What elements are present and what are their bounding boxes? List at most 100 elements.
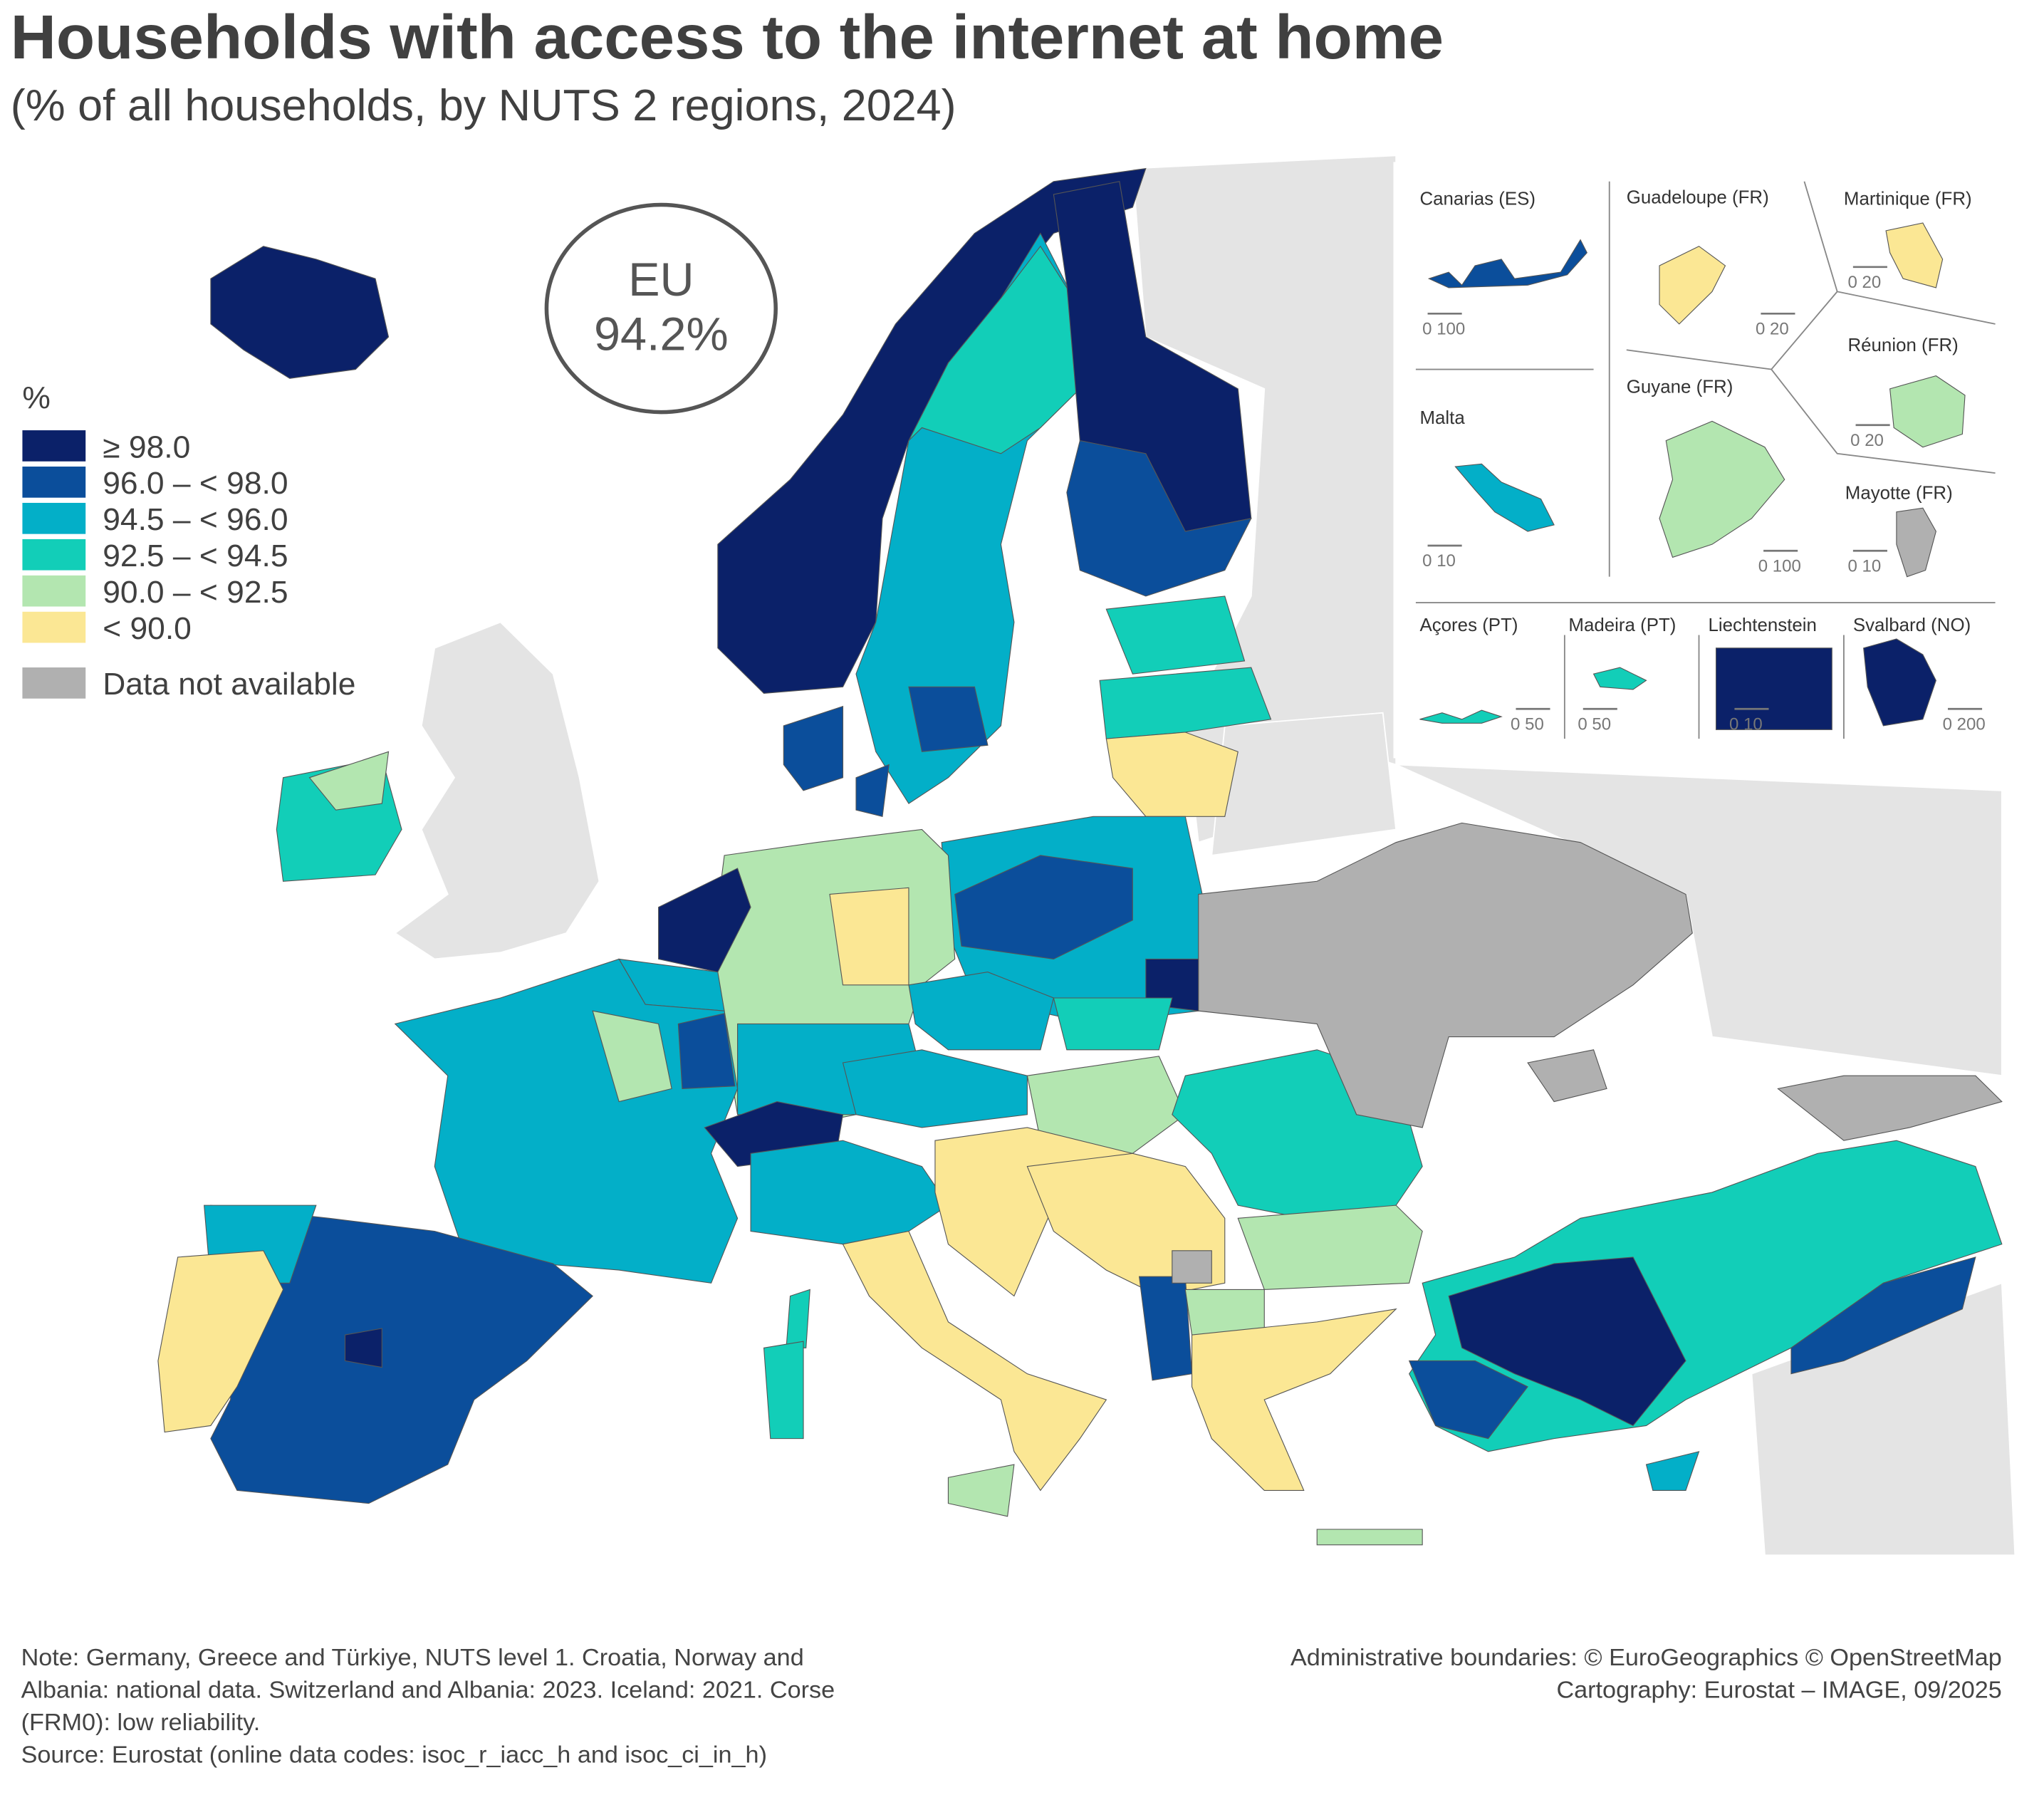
madrid	[344, 1328, 382, 1368]
corsica	[786, 1289, 810, 1348]
france-east	[677, 1013, 736, 1089]
legend-swatch	[22, 667, 86, 699]
italy-south	[842, 1230, 1107, 1492]
eu-value: 94.2%	[594, 308, 729, 360]
notes: Note: Germany, Greece and Türkiye, NUTS …	[21, 1644, 835, 1768]
caucasus	[1777, 1075, 2003, 1141]
note-line: Albania: national data. Switzerland and …	[21, 1677, 835, 1704]
inset-guadeloupe	[1659, 246, 1726, 325]
inset-label: Réunion (FR)	[1847, 335, 1958, 355]
ireland-north	[308, 751, 390, 811]
divider	[1771, 369, 1996, 474]
credit-line: Administrative boundaries: © EuroGeograp…	[1290, 1644, 2002, 1671]
legend: % ≥ 98.096.0 – < 98.094.5 – < 96.092.5 –…	[22, 380, 355, 702]
credits: Administrative boundaries: © EuroGeograp…	[1290, 1644, 2002, 1703]
latvia	[1099, 667, 1272, 739]
bulgaria	[1237, 1205, 1423, 1290]
legend-swatch	[22, 467, 86, 498]
regions	[157, 167, 2003, 1546]
note-line: Source: Eurostat (online data codes: iso…	[21, 1742, 767, 1769]
inset-liechtenstein	[1715, 647, 1832, 730]
turkiye-west	[1408, 1360, 1528, 1440]
north-macedonia	[1184, 1289, 1265, 1336]
crete	[1316, 1529, 1423, 1546]
legend-label: ≥ 98.0	[103, 430, 190, 465]
inset-canarias	[1427, 239, 1587, 288]
spain	[210, 1205, 593, 1504]
legend-label: Data not available	[103, 667, 355, 702]
inset-label: Mayotte (FR)	[1845, 484, 1953, 504]
inset-scale: 0 200	[1943, 715, 1986, 734]
belarus	[1211, 712, 1397, 856]
insets-panel: Canarias (ES) 0 100 Guadeloupe (FR) 0 20 Mar…	[1393, 162, 2016, 759]
inset-label: Canarias (ES)	[1419, 189, 1535, 209]
background-land	[394, 155, 2016, 1556]
inset-scale: 0 10	[1422, 551, 1456, 571]
legend-swatch	[22, 575, 86, 607]
lithuania	[1105, 732, 1239, 817]
inset-scale: 0 50	[1578, 715, 1611, 734]
kosovo	[1172, 1250, 1212, 1284]
albania	[1138, 1276, 1193, 1381]
eu-label: EU	[628, 253, 694, 305]
inset-scale: 0 50	[1511, 715, 1544, 734]
inset-label: Liechtenstein	[1708, 615, 1817, 635]
inset-madeira	[1592, 667, 1647, 690]
note-line: Note: Germany, Greece and Türkiye, NUTS …	[21, 1644, 804, 1671]
legend-label: 96.0 – < 98.0	[103, 467, 288, 501]
legend-label: < 90.0	[103, 611, 192, 646]
eu-badge	[544, 202, 778, 415]
inset-scale: 0 20	[1756, 320, 1789, 339]
inset-label: Guadeloupe (FR)	[1627, 188, 1769, 208]
legend-label: 90.0 – < 92.5	[103, 575, 288, 610]
sardinia	[763, 1341, 804, 1440]
greece	[1191, 1308, 1397, 1491]
legend-swatch	[22, 611, 86, 643]
inset-acores	[1419, 709, 1503, 724]
crimea	[1527, 1049, 1607, 1103]
legend-swatch	[22, 538, 86, 571]
finland-south	[1066, 439, 1252, 597]
portugal	[157, 1250, 284, 1433]
legend-swatch	[22, 430, 86, 462]
inset-scale: 0 10	[1729, 715, 1763, 734]
inset-mayotte	[1896, 507, 1936, 578]
inset-label: Madeira (PT)	[1568, 615, 1676, 635]
france-centre	[592, 1010, 672, 1103]
inset-malta	[1454, 463, 1555, 532]
credit-line: Cartography: Eurostat – IMAGE, 09/2025	[1556, 1677, 2001, 1704]
united-kingdom	[394, 621, 600, 960]
turkiye-southeast	[1790, 1256, 1976, 1375]
austria	[842, 1049, 1028, 1128]
inset-scale: 0 20	[1847, 273, 1881, 292]
inset-scale: 0 100	[1758, 557, 1801, 576]
inset-label: Martinique (FR)	[1844, 189, 1972, 209]
note-line: (FRM0): low reliability.	[21, 1709, 261, 1736]
inset-scale: 0 20	[1850, 431, 1884, 450]
inset-svalbard	[1863, 638, 1936, 727]
denmark	[783, 705, 844, 791]
inset-label: Svalbard (NO)	[1853, 615, 1971, 635]
poland-central	[954, 855, 1133, 959]
hungary	[1026, 1056, 1186, 1154]
inset-scale: 0 100	[1422, 320, 1465, 339]
inset-scale: 0 10	[1847, 557, 1881, 576]
inset-reunion	[1889, 375, 1966, 448]
estonia	[1105, 595, 1246, 675]
stockholm	[908, 686, 989, 752]
title: Households with access to the internet a…	[11, 2, 1444, 72]
cyprus	[1645, 1451, 1700, 1491]
slovakia	[1053, 997, 1173, 1051]
netherlands	[658, 868, 751, 973]
germany-east	[829, 887, 909, 986]
iceland	[210, 246, 390, 379]
legend-title: %	[22, 380, 50, 415]
turkiye-central	[1448, 1256, 1686, 1427]
inset-label: Malta	[1419, 408, 1465, 428]
subtitle: (% of all households, by NUTS 2 regions,…	[11, 82, 956, 130]
czechia	[908, 972, 1055, 1051]
inset-guyane	[1659, 420, 1785, 558]
legend-label: 92.5 – < 94.5	[103, 538, 288, 573]
